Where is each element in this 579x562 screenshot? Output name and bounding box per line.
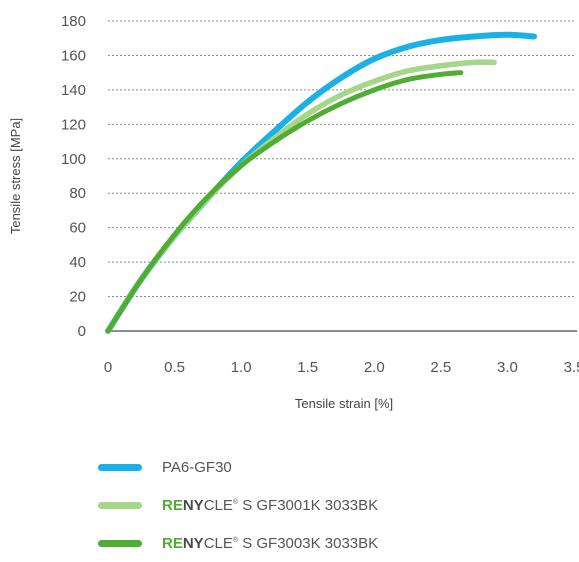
brand-re: RE <box>162 496 183 514</box>
legend-label: PA6-GF30 <box>162 458 232 476</box>
series-line-pa6-gf30 <box>105 31 538 334</box>
legend-swatch-gf3003k <box>98 539 142 547</box>
x-tick-label: 3.0 <box>497 359 518 376</box>
y-tick-label: 20 <box>69 289 86 306</box>
tensile-chart: 0 20 40 60 80 100 120 140 160 180 0 0.5 1.0 1.5 2.0 2.… <box>8 13 579 411</box>
x-tick-labels: 0 0.5 1.0 1.5 2.0 2.5 3.0 3.5 <box>104 359 579 376</box>
series-lines <box>105 31 538 334</box>
grid-lines <box>108 20 574 298</box>
y-tick-label: 60 <box>69 220 86 237</box>
brand-rest: CLE <box>203 496 233 514</box>
x-tick-label: 0 <box>104 359 112 376</box>
legend-label: RENYCLE® S GF3003K 3033BK <box>162 535 378 552</box>
legend-item-gf3003k[interactable]: RENYCLE® S GF3003K 3033BK <box>98 524 378 562</box>
brand-ny: NY <box>182 496 204 514</box>
legend-swatch-pa6 <box>98 463 142 471</box>
product-code: S GF3003K 3033BK <box>238 534 379 552</box>
y-tick-label: 40 <box>69 254 86 271</box>
legend-item-pa6[interactable]: PA6-GF30 <box>98 448 378 486</box>
brand-rest: CLE <box>203 534 233 552</box>
registered-mark: ® <box>232 536 239 544</box>
y-tick-label: 80 <box>69 185 86 202</box>
y-tick-label: 120 <box>61 116 86 133</box>
x-tick-label: 0.5 <box>164 359 185 376</box>
x-tick-label: 2.5 <box>430 359 451 376</box>
product-code: S GF3001K 3033BK <box>238 496 379 514</box>
x-tick-label: 2.0 <box>364 359 385 376</box>
legend: PA6-GF30 RENYCLE® S GF3001K 3033BK RENYC… <box>98 448 378 562</box>
x-tick-label: 3.5 <box>564 359 579 376</box>
x-tick-label: 1.0 <box>231 359 252 376</box>
series-line-gf3001k <box>105 59 497 334</box>
y-tick-label: 180 <box>61 13 86 30</box>
brand-ny: NY <box>182 534 204 552</box>
legend-item-gf3001k[interactable]: RENYCLE® S GF3001K 3033BK <box>98 486 378 524</box>
y-tick-label: 140 <box>61 82 86 99</box>
x-tick-label: 1.5 <box>297 359 318 376</box>
y-axis-label: Tensile stress [MPa] <box>8 118 23 234</box>
y-tick-label: 100 <box>61 151 86 168</box>
series-line-gf3003k <box>105 70 464 334</box>
y-tick-labels: 0 20 40 60 80 100 120 140 160 180 <box>61 13 86 340</box>
brand-re: RE <box>162 534 183 552</box>
y-tick-label: 0 <box>78 323 86 340</box>
x-axis-label: Tensile strain [%] <box>295 396 393 411</box>
y-tick-label: 160 <box>61 47 86 64</box>
legend-swatch-gf3001k <box>98 501 142 509</box>
registered-mark: ® <box>232 498 239 506</box>
legend-label: RENYCLE® S GF3001K 3033BK <box>162 497 378 514</box>
